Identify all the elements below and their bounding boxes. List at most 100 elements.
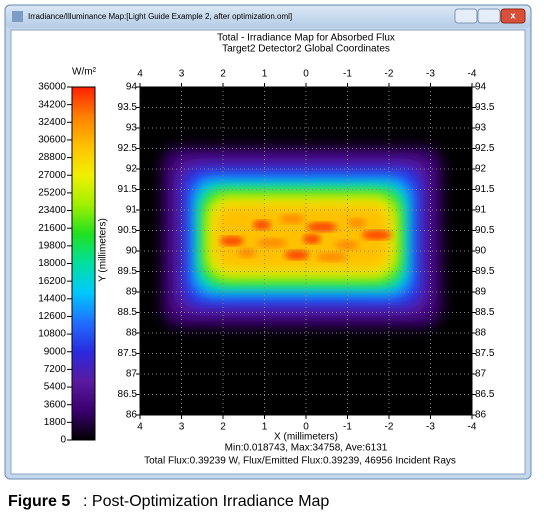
- hot-spot: [284, 250, 309, 260]
- colorbar-tick-label: 14400: [38, 293, 66, 304]
- y-tick-label: 88.5: [118, 307, 138, 318]
- y-tick-label: 91: [475, 205, 487, 216]
- y-tick-label: 90.5: [118, 225, 138, 236]
- x-tick-label: -2: [385, 69, 394, 80]
- close-button[interactable]: [500, 8, 526, 24]
- x-tick-label: -3: [426, 422, 435, 433]
- hot-spot: [306, 222, 337, 232]
- colorbar-tick-label: 36000: [38, 82, 66, 93]
- y-tick-label: 88: [475, 328, 487, 339]
- y-tick-label: 92.5: [118, 143, 138, 154]
- hot-spot: [219, 236, 244, 246]
- y-tick-label: 92: [126, 164, 138, 175]
- colorbar-tick-label: 9000: [44, 346, 67, 357]
- y-tick-label: 86.5: [118, 389, 138, 400]
- colorbar-tick-label: 0: [60, 435, 66, 446]
- y-tick-label: 92.5: [475, 143, 495, 154]
- hot-spot: [256, 238, 287, 248]
- x-tick-label: 1: [262, 69, 268, 80]
- colorbar-tick-label: 18000: [38, 258, 66, 269]
- x-tick-label: -4: [468, 422, 477, 433]
- hot-spot: [334, 240, 359, 250]
- x-tick-label: -3: [426, 69, 435, 80]
- y-tick-label: 89.5: [475, 266, 495, 277]
- colorbar-tick-label: 16200: [38, 276, 66, 287]
- y-tick-label: 90: [126, 246, 138, 257]
- caption-label: Figure 5: [8, 493, 70, 510]
- x-tick-label: 3: [179, 69, 185, 80]
- hot-spot: [252, 220, 271, 230]
- y-tick-label: 90.5: [475, 225, 495, 236]
- y-tick-label: 89: [475, 287, 487, 298]
- colorbar-tick-label: 1800: [44, 417, 67, 428]
- x-tick-label: 4: [137, 422, 143, 433]
- x-tick-label: -4: [468, 69, 477, 80]
- caption-text: : Post-Optimization Irradiance Map: [83, 493, 329, 510]
- x-tick-label: 3: [179, 422, 185, 433]
- field-layer: [213, 204, 390, 270]
- y-tick-label: 86: [475, 410, 487, 421]
- y-tick-label: 93: [126, 123, 138, 134]
- colorbar-tick-label: 25200: [38, 188, 66, 199]
- colorbar-tick-label: 32400: [38, 117, 66, 128]
- minimize-button[interactable]: [454, 8, 478, 24]
- footer: Total Flux:0.39239 W, Flux/Emitted Flux:…: [144, 456, 456, 467]
- close-icon: x: [510, 10, 515, 20]
- hot-spot: [361, 230, 392, 240]
- y-tick-label: 91.5: [475, 184, 495, 195]
- colorbar-tick-label: 27000: [38, 170, 66, 181]
- x-tick-label: -1: [343, 422, 352, 433]
- colorbar-tick-label: 3600: [44, 399, 67, 410]
- y-tick-label: 93.5: [118, 102, 138, 113]
- y-tick-label: 93.5: [475, 102, 495, 113]
- y-tick-label: 87.5: [118, 348, 138, 359]
- hot-spot: [279, 214, 304, 224]
- chart-title: Total - Irradiance Map for Absorbed Flux: [217, 33, 395, 44]
- colorbar-tick-label: 12600: [38, 311, 66, 322]
- hot-spot: [316, 252, 347, 262]
- colorbar-label: W/m²: [72, 67, 97, 78]
- x-tick-label: 2: [220, 69, 226, 80]
- y-tick-label: 93: [475, 123, 487, 134]
- y-tick-label: 86.5: [475, 389, 495, 400]
- y-tick-label: 90: [475, 246, 487, 257]
- window-icon: [12, 11, 23, 22]
- y-tick-label: 91: [126, 205, 138, 216]
- y-tick-label: 88.5: [475, 307, 495, 318]
- x-tick-label: 4: [137, 69, 143, 80]
- colorbar-tick-label: 28800: [38, 152, 66, 163]
- colorbar-tick-label: 10800: [38, 329, 66, 340]
- y-tick-label: 88: [126, 328, 138, 339]
- x-axis-label: X (millimeters): [274, 432, 338, 443]
- x-tick-label: 2: [220, 422, 226, 433]
- plot-border: [139, 86, 473, 416]
- hot-spot: [237, 248, 256, 258]
- y-tick-label: 94: [475, 82, 487, 93]
- colorbar-tick-label: 19800: [38, 240, 66, 251]
- y-tick-label: 92: [475, 164, 487, 175]
- colorbar-tick-label: 23400: [38, 205, 66, 216]
- y-tick-label: 86: [126, 410, 138, 421]
- chart-subtitle: Target2 Detector2 Global Coordinates: [222, 44, 390, 55]
- y-tick-label: 89: [126, 287, 138, 298]
- stats: Min:0.018743, Max:34758, Ave:6131: [225, 443, 388, 454]
- window-title: Irradiance/Illuminance Map:[Light Guide …: [28, 12, 292, 21]
- colorbar: [71, 86, 96, 441]
- title-bar: [6, 6, 530, 28]
- irradiance-field: [161, 147, 442, 327]
- x-tick-label: -1: [343, 69, 352, 80]
- y-axis-label: Y (millimeters): [98, 218, 109, 282]
- hot-spot: [347, 218, 366, 228]
- x-tick-label: 0: [303, 422, 309, 433]
- y-tick-label: 89.5: [118, 266, 138, 277]
- y-tick-label: 87.5: [475, 348, 495, 359]
- x-tick-label: -2: [385, 422, 394, 433]
- colorbar-tick-label: 34200: [38, 99, 66, 110]
- x-tick-label: 1: [262, 422, 268, 433]
- colorbar-tick-label: 30600: [38, 135, 66, 146]
- hot-spot: [302, 234, 321, 244]
- maximize-button[interactable]: [477, 8, 501, 24]
- x-tick-label: 0: [303, 69, 309, 80]
- colorbar-tick-label: 21600: [38, 223, 66, 234]
